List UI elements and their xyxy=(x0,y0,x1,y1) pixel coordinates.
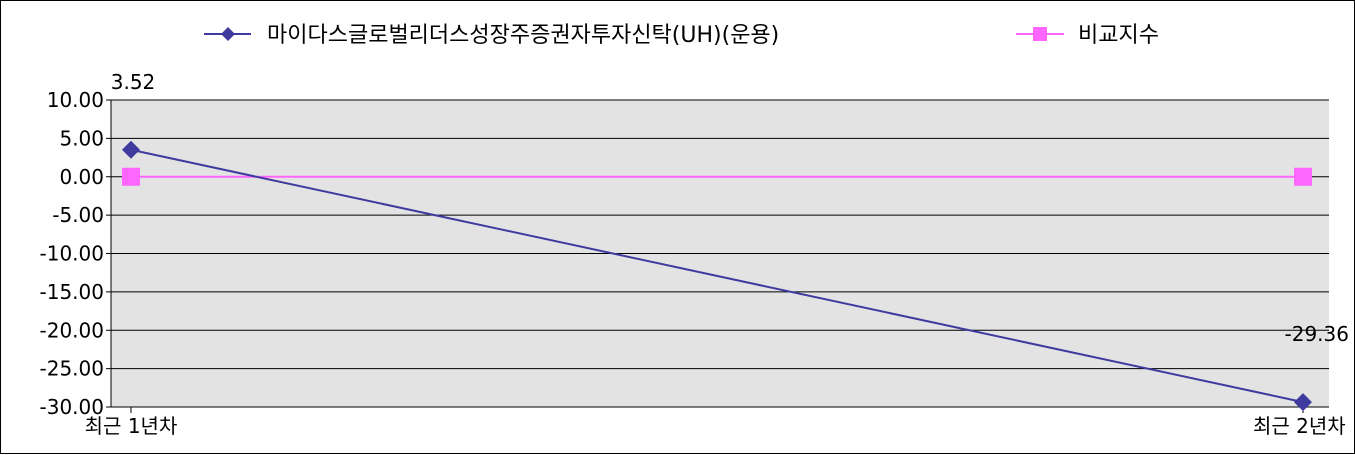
legend: 마이다스글로벌리더스성장주증권자투자신탁(UH)(운용) 비교지수 xyxy=(204,23,1159,48)
legend-diamond-marker xyxy=(221,27,235,41)
legend-square-marker xyxy=(1033,27,1047,41)
y-tick-label: 10.00 xyxy=(47,88,104,112)
y-axis-ticks: 10.00 5.00 0.00 -5.00 -10.00 -15.00 -20.00 -25.… xyxy=(40,88,111,419)
y-tick-label: -20.00 xyxy=(40,318,104,342)
x-axis-ticks: 최근 1년차 최근 2년차 xyxy=(85,407,1346,438)
y-tick-label: 5.00 xyxy=(59,126,104,150)
series-line xyxy=(130,148,1304,404)
series-point-square xyxy=(1294,167,1312,186)
x-tick-label: 최근 2년차 xyxy=(1253,414,1346,438)
legend-item: 마이다스글로벌리더스성장주증권자투자신탁(UH)(운용) xyxy=(204,23,779,48)
data-label: 3.52 xyxy=(111,70,156,94)
y-tick-label: -25.00 xyxy=(40,357,104,381)
series-point-diamond xyxy=(1294,393,1312,412)
legend-item: 비교지수 xyxy=(1016,23,1159,48)
series-point-diamond xyxy=(122,140,140,159)
y-tick-label: -15.00 xyxy=(40,280,104,304)
legend-label: 마이다스글로벌리더스성장주증권자투자신탁(UH)(운용) xyxy=(267,23,779,48)
data-labels: 3.52 -29.36 xyxy=(111,70,1349,346)
series-point-square xyxy=(122,167,140,186)
data-label: -29.36 xyxy=(1285,322,1349,346)
series-lines xyxy=(122,140,1312,412)
y-tick-label: 0.00 xyxy=(59,165,104,189)
y-tick-label: -10.00 xyxy=(40,242,104,266)
y-tick-label: -30.00 xyxy=(40,395,104,419)
y-tick-label: -5.00 xyxy=(52,203,104,227)
legend-label: 비교지수 xyxy=(1078,23,1159,48)
x-tick-label: 최근 1년차 xyxy=(85,414,178,438)
